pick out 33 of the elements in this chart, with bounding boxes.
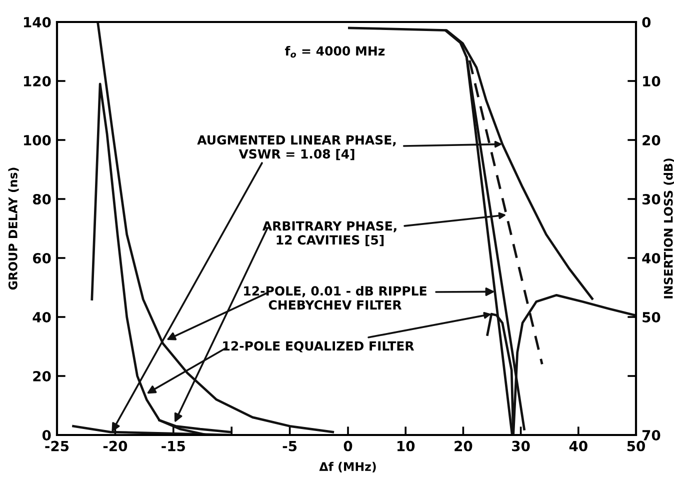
annotation: AUGMENTED LINEAR PHASE, VSWR = 1.08 [4] <box>197 135 396 160</box>
x-tick-label: 10 <box>398 440 415 452</box>
y-axis-title: GROUP DELAY (ns) <box>8 168 19 290</box>
annotation: ARBITRARY PHASE, 12 CAVITIES [5] <box>262 221 396 246</box>
annotation: 12-POLE, 0.01 - dB RIPPLE CHEBYCHEV FILTER <box>244 286 426 310</box>
x-tick-label: -20 <box>103 440 128 452</box>
annotation: f$_{o}$ = 4000 MHz <box>284 46 385 58</box>
y-tick-label: 80 <box>32 194 51 204</box>
x-tick-label: 40 <box>569 440 588 452</box>
y-tick-label: 20 <box>33 370 51 382</box>
x-tick-label: 20 <box>454 440 472 452</box>
y-tick-label: 40 <box>32 312 51 322</box>
y-tick-label: 0 <box>42 430 51 440</box>
x-tick-label: 30 <box>512 440 530 452</box>
y-tick-label: 100 <box>24 134 51 146</box>
x-tick-label: -25 <box>45 440 69 452</box>
y-tick-label: 20 <box>642 134 660 146</box>
x-tick-label: 0 <box>344 440 352 452</box>
x-tick-label: -5 <box>282 440 297 452</box>
y-tick-label: 50 <box>642 312 660 322</box>
x-axis-title: Δf (MHz) <box>319 462 376 472</box>
y-tick-label: 120 <box>24 76 51 86</box>
y-tick-label: 70 <box>642 430 660 440</box>
x-tick-label: -15 <box>162 440 185 452</box>
y-tick-label: 40 <box>642 252 660 264</box>
annotation: 12-POLE EQUALIZED FILTER <box>223 341 414 352</box>
y-tick-label: 140 <box>24 16 51 28</box>
y-axis-title: INSERTION LOSS (dB) <box>664 158 674 298</box>
y-tick-label: 0 <box>642 16 651 28</box>
y-tick-label: 30 <box>642 194 660 204</box>
y-tick-label: 60 <box>32 252 51 264</box>
x-tick-label: 50 <box>627 440 645 452</box>
y-tick-label: 10 <box>643 76 660 86</box>
